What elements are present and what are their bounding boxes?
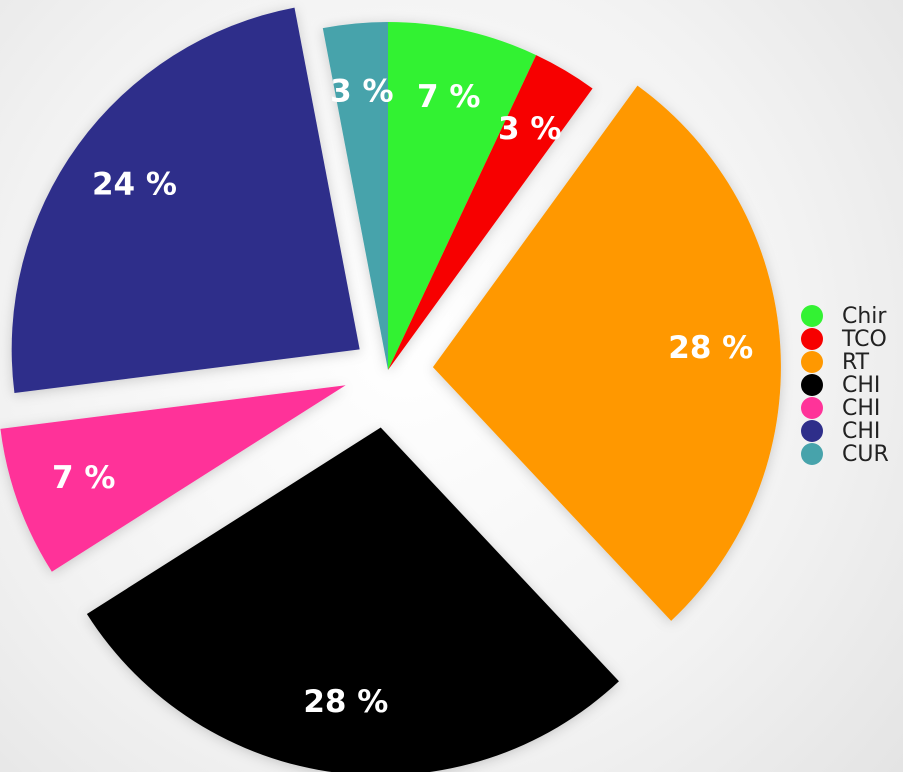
slice-label: 3 % <box>498 111 561 147</box>
pie-slice <box>11 7 360 394</box>
legend-swatch <box>801 420 823 442</box>
legend-label: CHI <box>842 396 880 421</box>
pie-slice <box>432 85 781 621</box>
pie-slice <box>86 427 619 772</box>
pie <box>0 7 781 772</box>
legend-swatch <box>801 328 823 350</box>
legend-swatch <box>801 397 823 419</box>
labels: 7 % 3 % 28 % 28 % 7 % 24 % 3 % <box>52 73 753 720</box>
pie-slice <box>0 385 346 572</box>
pie-slice <box>388 22 537 370</box>
legend-swatch <box>801 351 823 373</box>
slice-label: 28 % <box>303 684 388 720</box>
slice-label: 7 % <box>52 460 115 496</box>
legend-swatch <box>801 374 823 396</box>
pie-slice <box>322 22 388 370</box>
legend-swatch <box>801 305 823 327</box>
slice-label: 24 % <box>92 166 177 202</box>
legend-label: Chir <box>842 304 887 329</box>
slice-label: 28 % <box>668 330 753 366</box>
slice-label: 3 % <box>330 73 393 109</box>
slice-label: 7 % <box>417 79 480 115</box>
legend-label: CUR <box>842 442 889 467</box>
legend-label: TCO <box>841 327 887 352</box>
legend-label: CHI <box>842 419 880 444</box>
legend-label: CHI <box>842 373 880 398</box>
pie-slice <box>388 55 593 371</box>
legend-label: RT <box>842 350 870 375</box>
legend-swatch <box>801 443 823 465</box>
